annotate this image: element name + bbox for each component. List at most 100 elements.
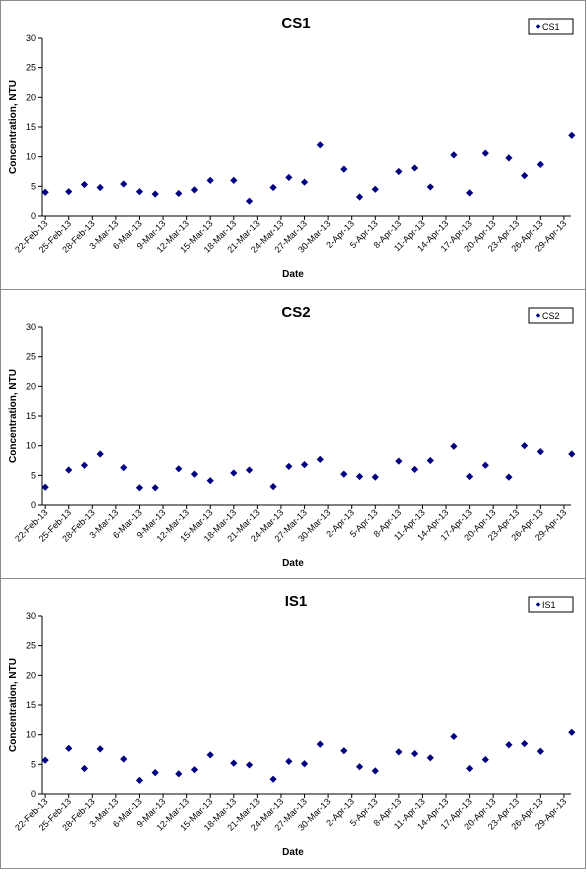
data-point — [466, 472, 474, 481]
legend-marker — [535, 24, 541, 29]
y-tick-label: 15 — [26, 122, 36, 132]
data-point — [340, 747, 348, 755]
data-point — [355, 472, 364, 481]
y-tick-label: 30 — [26, 33, 36, 43]
scatter-chart: CS105101520253022-Feb-1325-Feb-1328-Feb-… — [8, 15, 576, 280]
data-point — [151, 769, 159, 777]
data-point — [568, 131, 576, 139]
data-point — [340, 165, 348, 173]
data-point — [206, 477, 214, 485]
scatter-chart: IS105101520253022-Feb-1325-Feb-1328-Feb-… — [8, 593, 576, 858]
y-tick-label: 25 — [26, 63, 36, 73]
y-tick-label: 25 — [26, 352, 36, 362]
data-point — [355, 763, 364, 771]
data-point — [190, 186, 199, 194]
data-point — [96, 745, 104, 753]
data-point — [316, 455, 324, 463]
data-point — [206, 751, 214, 759]
legend-label: IS1 — [542, 600, 556, 610]
data-point — [175, 465, 183, 473]
data-point — [151, 190, 159, 198]
y-tick-label: 15 — [26, 700, 36, 710]
data-point — [395, 748, 403, 756]
data-point — [96, 450, 104, 458]
data-point — [521, 172, 529, 180]
data-point — [300, 760, 309, 768]
data-point — [521, 442, 529, 450]
data-point — [65, 188, 73, 196]
data-point — [151, 484, 159, 492]
data-point — [135, 776, 144, 784]
x-axis-label: Date — [282, 847, 304, 858]
data-point — [80, 180, 89, 189]
data-point — [410, 750, 419, 758]
y-tick-label: 5 — [31, 759, 36, 769]
data-point — [481, 755, 489, 764]
y-tick-label: 10 — [26, 152, 36, 162]
data-point — [568, 728, 576, 736]
y-axis-label: Concentration, NTU — [8, 658, 19, 752]
y-tick-label: 20 — [26, 381, 36, 391]
legend-box — [528, 307, 574, 324]
data-point — [371, 767, 379, 775]
legend-label: CS2 — [542, 311, 560, 321]
data-point — [65, 466, 73, 474]
data-point — [536, 160, 544, 168]
data-point — [505, 154, 513, 162]
y-tick-label: 30 — [26, 611, 36, 621]
data-point — [355, 193, 364, 201]
data-point — [135, 484, 144, 492]
data-point — [269, 483, 277, 491]
y-tick-label: 0 — [31, 789, 36, 799]
data-point — [371, 185, 379, 193]
data-point — [190, 470, 199, 478]
legend-marker — [535, 313, 541, 318]
data-point — [466, 189, 474, 197]
data-point — [175, 770, 183, 778]
chart-panel-cs2: CS2 0 5 10 15 20 25 30 22-Feb-13 25-Feb-13 28-Feb-… — [0, 289, 586, 579]
data-point — [568, 450, 576, 458]
data-point — [521, 739, 529, 748]
y-tick-label: 30 — [26, 322, 36, 332]
data-point — [41, 483, 49, 491]
data-point — [300, 178, 309, 186]
x-axis-label: Date — [282, 558, 304, 569]
data-point — [120, 755, 128, 763]
data-point — [80, 461, 89, 469]
scatter-chart: CS205101520253022-Feb-1325-Feb-1328-Feb-… — [8, 304, 576, 569]
data-point — [505, 473, 513, 481]
chart-panel-is1: IS1 0 5 10 15 20 25 30 22-Feb-13 25-Feb-13 28-Feb-… — [0, 578, 586, 869]
x-axis-label: Date — [282, 269, 304, 280]
data-point — [41, 756, 49, 764]
data-point — [230, 176, 238, 184]
data-point — [206, 176, 214, 184]
data-point — [135, 188, 144, 196]
chart-title: CS2 — [281, 304, 310, 321]
y-tick-label: 5 — [31, 181, 36, 191]
data-point — [65, 744, 73, 752]
data-point — [426, 456, 434, 465]
data-point — [481, 149, 489, 157]
data-point — [450, 732, 458, 741]
data-point — [395, 457, 403, 465]
data-point — [536, 747, 544, 755]
data-point — [120, 180, 128, 188]
legend-box — [528, 18, 574, 35]
data-point — [285, 462, 293, 471]
y-tick-label: 0 — [31, 500, 36, 510]
y-axis-label: Concentration, NTU — [8, 369, 19, 463]
data-point — [340, 470, 348, 478]
data-point — [450, 151, 458, 159]
chart-panel-cs1: CS1 0 5 10 15 20 25 30 22-Feb-13 25-Feb-13 28-Feb-… — [0, 0, 586, 290]
data-point — [410, 465, 419, 473]
data-point — [245, 197, 254, 205]
data-point — [395, 167, 403, 176]
y-tick-label: 25 — [26, 641, 36, 651]
data-point — [481, 461, 489, 469]
data-point — [371, 473, 379, 481]
chart-title: CS1 — [281, 15, 310, 32]
y-tick-label: 10 — [26, 441, 36, 451]
data-point — [410, 164, 419, 172]
legend-box — [528, 596, 574, 613]
y-tick-label: 20 — [26, 670, 36, 680]
